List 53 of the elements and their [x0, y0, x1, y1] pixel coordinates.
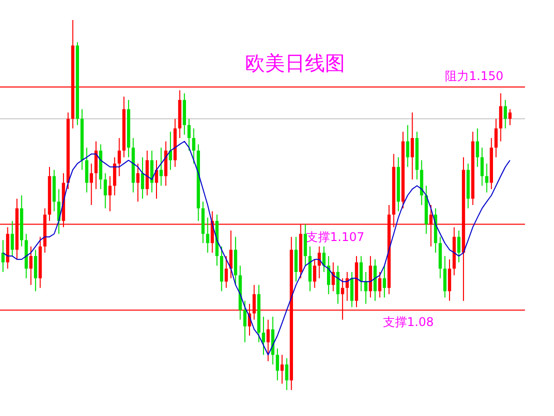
candlestick: [448, 258, 452, 302]
candlestick: [150, 150, 154, 193]
candlestick: [360, 256, 363, 292]
candlestick: [350, 271, 354, 308]
candlestick: [136, 163, 140, 202]
candlestick: [108, 176, 112, 212]
candlestick: [210, 210, 214, 254]
candlestick: [243, 300, 246, 343]
candlestick: [318, 246, 321, 279]
candlestick: [485, 163, 488, 193]
candlestick: [504, 99, 507, 129]
candlestick: [476, 128, 480, 168]
candlestick: [57, 188, 60, 234]
candlestick: [429, 204, 433, 247]
candlestick: [480, 147, 484, 186]
candlestick: [90, 163, 93, 206]
ref-line-label: 阻力1.150: [445, 68, 504, 83]
candlestick: [285, 358, 288, 390]
candlestick: [224, 256, 228, 288]
candlestick: [508, 108, 512, 126]
candlestick: [113, 156, 116, 196]
candlestick: [313, 258, 316, 288]
candlestick: [494, 118, 498, 158]
candlestick: [266, 319, 270, 362]
candlestick: [304, 224, 307, 266]
candlestick: [1, 240, 5, 272]
candlestick: [443, 256, 446, 298]
candlestick: [346, 271, 349, 302]
candlestick: [34, 249, 38, 292]
candlestick: [378, 271, 382, 298]
candlestick: [276, 348, 280, 381]
candlestick: [252, 284, 256, 320]
candlestick: [410, 112, 414, 180]
candlestick: [187, 118, 191, 152]
candlestick: [29, 246, 33, 286]
candlestick: [332, 262, 335, 292]
text: 欧美日线图: [245, 51, 345, 75]
candlestick: [85, 147, 88, 193]
candlestick: [280, 354, 284, 384]
candlestick: [499, 92, 502, 142]
candlestick: [206, 217, 210, 254]
candlestick: [294, 236, 298, 282]
candlestick: [364, 271, 368, 304]
candlestick: [118, 138, 121, 177]
candlestick: [192, 128, 196, 164]
candlestick: [457, 230, 460, 263]
candlestick: [140, 156, 144, 200]
candlestick: [262, 316, 266, 356]
ref-line-label: 支撑1.08: [383, 315, 434, 330]
candlestick: [10, 220, 14, 257]
candlestick: [104, 172, 107, 209]
candlestick: [406, 124, 410, 168]
candlestick: [382, 265, 386, 298]
